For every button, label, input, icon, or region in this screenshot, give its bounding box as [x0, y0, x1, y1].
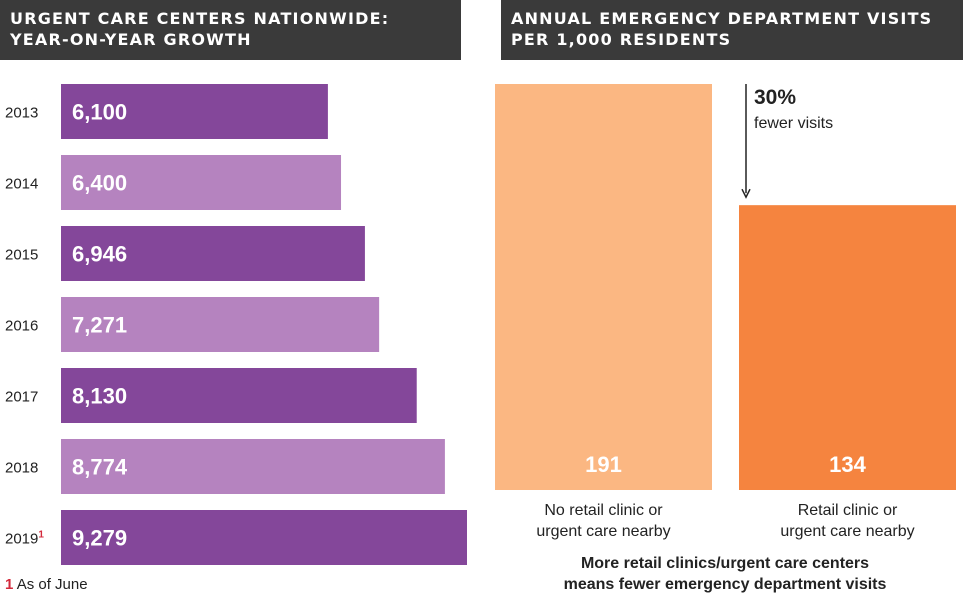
- category-label: urgent care nearby: [536, 523, 670, 540]
- right-panel-title-line1: ANNUAL EMERGENCY DEPARTMENT VISITS: [511, 9, 933, 28]
- bar-value-label: 191: [585, 452, 622, 477]
- category-label: urgent care nearby: [780, 523, 914, 540]
- year-label: 20191: [5, 530, 44, 548]
- annotation-arrow-head: [741, 188, 751, 199]
- bar-value-label: 6,400: [72, 171, 127, 196]
- left-panel-title-line1: URGENT CARE CENTERS NATIONWIDE:: [10, 9, 390, 28]
- annotation-text: fewer visits: [754, 115, 833, 132]
- bar-value-label: 134: [829, 452, 866, 477]
- bottom-note: More retail clinics/urgent care centers …: [500, 553, 950, 595]
- bar-value-label: 8,774: [72, 455, 128, 480]
- year-label: 2013: [5, 105, 38, 122]
- year-label: 2015: [5, 247, 38, 264]
- bottom-note-line1: More retail clinics/urgent care centers: [580, 555, 870, 572]
- right-panel-header: ANNUAL EMERGENCY DEPARTMENT VISITS PER 1…: [501, 0, 963, 60]
- urgent-care-growth-bar-chart: 6,100 2013 6,400 2014 6,946 2015 7,271 2016 8,13…: [5, 84, 467, 565]
- bar-2013: [61, 84, 328, 139]
- footnote-text: As of June: [16, 576, 88, 593]
- bar-no-clinic: [495, 84, 712, 490]
- category-label: Retail clinic or: [798, 502, 898, 519]
- bar-value-label: 8,130: [72, 384, 127, 409]
- year-label: 2014: [5, 176, 38, 193]
- bar-2017: [61, 368, 417, 423]
- bar-clinic: [739, 205, 956, 490]
- bar-value-label: 7,271: [72, 313, 127, 338]
- bar-value-label: 9,279: [72, 526, 127, 551]
- bar-2014: [61, 155, 342, 210]
- left-panel-title-line2: YEAR-ON-YEAR GROWTH: [10, 30, 252, 49]
- year-label: 2016: [5, 318, 38, 335]
- annotation-percent: 30%: [754, 86, 796, 109]
- footnote-superscript: 1: [38, 530, 44, 541]
- left-panel-header: URGENT CARE CENTERS NATIONWIDE: YEAR-ON-…: [0, 0, 461, 60]
- bar-value-label: 6,946: [72, 242, 127, 267]
- footnote-mark: 1: [5, 576, 14, 593]
- year-label: 2018: [5, 460, 38, 477]
- bar-2016: [61, 297, 380, 352]
- right-panel-title-line2: PER 1,000 RESIDENTS: [511, 30, 732, 49]
- year-label: 2017: [5, 389, 38, 406]
- bar-value-label: 6,100: [72, 100, 127, 125]
- ed-visits-bar-chart: 191 No retail clinic or urgent care nearby…: [495, 84, 956, 540]
- category-label: No retail clinic or: [544, 502, 663, 519]
- bar-2018: [61, 439, 445, 494]
- bar-2015: [61, 226, 365, 281]
- footnote: 1 As of June: [5, 576, 88, 593]
- bar-2019: [61, 510, 467, 565]
- bottom-note-line2: means fewer emergency department visits: [563, 576, 887, 593]
